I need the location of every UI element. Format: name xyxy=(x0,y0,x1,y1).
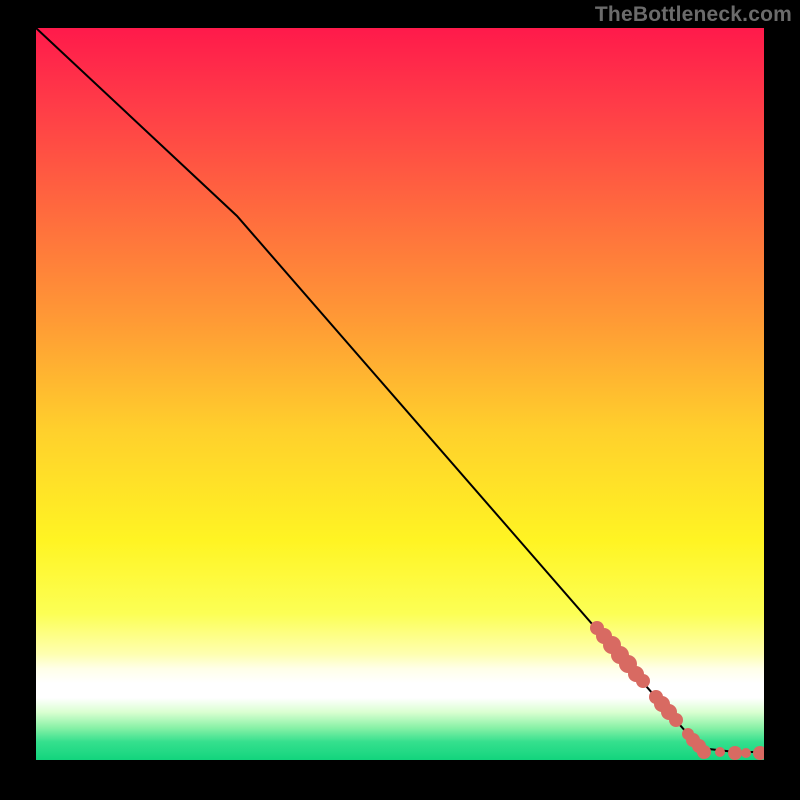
plot-background xyxy=(36,28,764,760)
chart-frame: TheBottleneck.com xyxy=(0,0,800,800)
data-marker xyxy=(697,745,711,759)
bottleneck-chart xyxy=(0,0,800,800)
data-marker xyxy=(636,674,650,688)
data-marker xyxy=(728,746,742,760)
data-marker xyxy=(669,713,683,727)
watermark-text: TheBottleneck.com xyxy=(595,3,792,27)
data-marker xyxy=(715,747,725,757)
data-marker xyxy=(753,746,767,760)
data-marker xyxy=(741,748,751,758)
